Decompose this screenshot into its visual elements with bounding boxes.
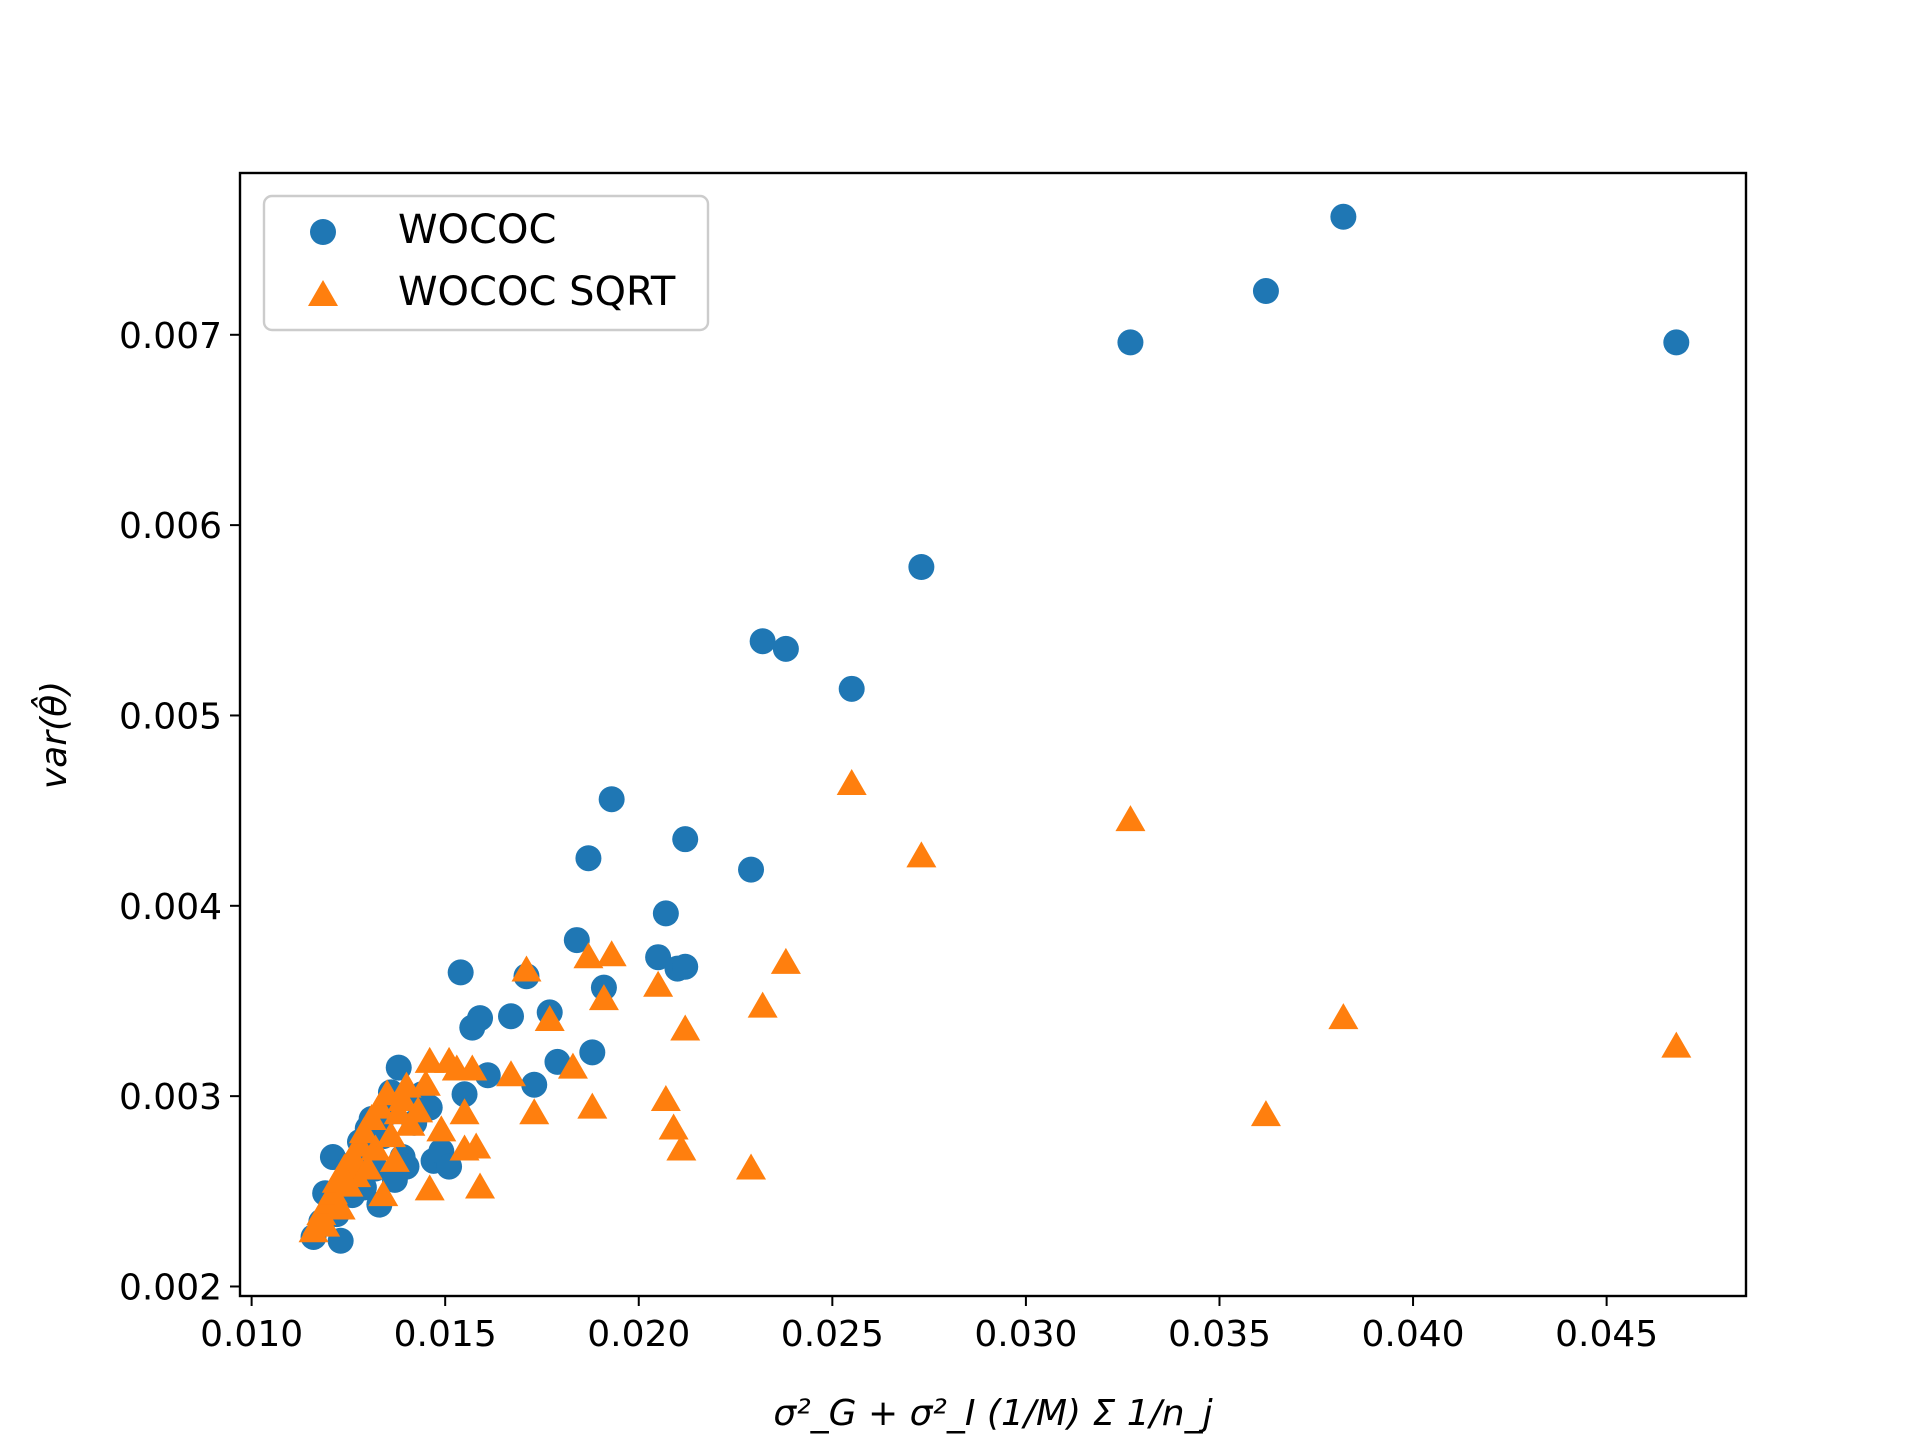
x-tick-label: 0.040 (1362, 1314, 1465, 1355)
data-point (672, 826, 699, 853)
data-point (749, 628, 776, 655)
data-point (1117, 329, 1144, 356)
data-point (1661, 1031, 1692, 1058)
data-point (447, 959, 474, 986)
data-point (598, 786, 625, 813)
data-point (1328, 1003, 1359, 1030)
data-point (372, 1079, 403, 1106)
data-point (511, 955, 542, 982)
data-point (1330, 203, 1357, 230)
data-point (908, 554, 935, 581)
data-point (1663, 329, 1690, 356)
data-point (575, 845, 602, 872)
data-point (348, 1117, 379, 1144)
data-point (451, 1081, 478, 1108)
data-point (375, 1121, 406, 1148)
x-tick-label: 0.035 (1168, 1314, 1271, 1355)
data-point (579, 1039, 606, 1066)
plot-area (240, 173, 1746, 1296)
data-point (563, 927, 590, 954)
data-point (1115, 805, 1146, 832)
data-point (519, 1098, 550, 1125)
data-point (596, 940, 627, 967)
legend-marker-wococ (310, 219, 336, 245)
data-point (414, 1174, 445, 1201)
y-tick-label: 0.005 (119, 696, 222, 737)
data-point (467, 1005, 494, 1032)
x-tick-label: 0.025 (781, 1314, 884, 1355)
legend-box (262, 194, 710, 332)
data-point (1250, 1100, 1281, 1127)
data-point (360, 1134, 391, 1161)
x-axis-label: σ²_G + σ²_I (1/M) Σ 1/n_j (773, 1393, 1212, 1434)
data-point (652, 900, 679, 927)
data-point (457, 1054, 488, 1081)
data-point (426, 1115, 457, 1142)
legend-marker-wococ-sqrt (308, 280, 338, 306)
x-tick-label: 0.015 (394, 1314, 497, 1355)
data-point (465, 1172, 496, 1199)
legend: WOCOC WOCOC SQRT (262, 194, 710, 332)
data-point (643, 970, 674, 997)
legend-label-wococ: WOCOC (398, 207, 556, 253)
x-axis: 0.010 0.015 0.020 0.025 0.030 0.035 0.040 0.045 (200, 1296, 1658, 1355)
y-axis-label: var(θ̂) (30, 681, 75, 789)
y-tick-label: 0.004 (119, 887, 222, 928)
data-point (461, 1132, 492, 1159)
data-point (738, 856, 765, 883)
x-tick-label: 0.030 (974, 1314, 1077, 1355)
data-point (747, 991, 778, 1018)
data-point (498, 1003, 525, 1030)
data-point (557, 1052, 588, 1079)
data-point (670, 1014, 701, 1041)
data-point (1252, 278, 1279, 305)
data-point (403, 1096, 434, 1123)
y-axis: 0.002 0.003 0.004 0.005 0.006 0.007 (119, 316, 240, 1308)
data-point (836, 768, 867, 795)
data-point (534, 1005, 565, 1032)
data-point (736, 1153, 767, 1180)
data-point (474, 1062, 501, 1089)
y-tick-label: 0.003 (119, 1077, 222, 1118)
y-tick-label: 0.006 (119, 506, 222, 547)
plot-frame (238, 171, 1748, 1298)
data-point (577, 1092, 608, 1119)
x-tick-label: 0.020 (587, 1314, 690, 1355)
data-point (352, 1153, 383, 1180)
data-point (650, 1084, 681, 1111)
data-point (906, 841, 937, 868)
data-point (368, 1180, 399, 1207)
data-point (364, 1092, 395, 1119)
x-tick-label: 0.010 (200, 1314, 303, 1355)
data-point (666, 1134, 697, 1161)
data-point (310, 1210, 341, 1237)
y-tick-label: 0.007 (119, 316, 222, 357)
points-layer (298, 203, 1692, 1254)
data-point (521, 1071, 548, 1098)
x-tick-label: 0.045 (1555, 1314, 1658, 1355)
data-point (672, 953, 699, 980)
data-point (410, 1069, 441, 1096)
series-wococ-sqrt (298, 768, 1692, 1243)
data-point (449, 1098, 480, 1125)
data-point (395, 1109, 426, 1136)
data-point (573, 942, 604, 969)
legend-label-wococ-sqrt: WOCOC SQRT (398, 269, 676, 315)
data-point (496, 1060, 527, 1087)
data-point (770, 947, 801, 974)
data-point (387, 1084, 418, 1111)
y-tick-label: 0.002 (119, 1267, 222, 1308)
data-point (838, 675, 865, 702)
data-point (414, 1046, 445, 1073)
data-point (379, 1145, 410, 1172)
data-point (645, 944, 672, 971)
data-point (772, 635, 799, 662)
data-point (658, 1113, 689, 1140)
data-point (325, 1193, 356, 1220)
data-point (588, 984, 619, 1011)
